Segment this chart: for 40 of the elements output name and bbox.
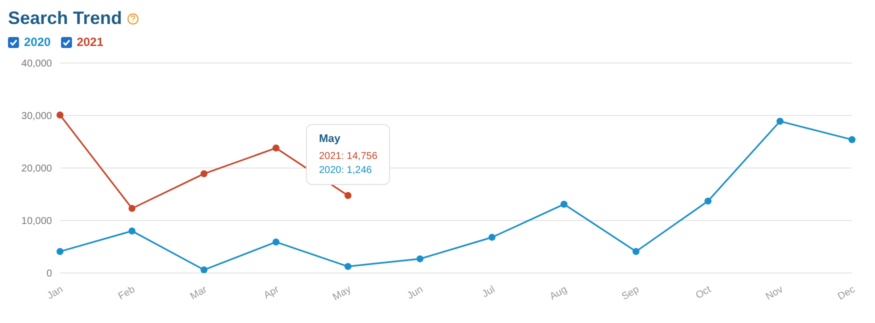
point bbox=[344, 192, 352, 200]
point bbox=[128, 228, 136, 234]
annotation: May bbox=[319, 133, 342, 145]
annotation: 2020: 1,246 bbox=[319, 165, 373, 176]
x-tick-label: Nov bbox=[764, 284, 786, 303]
annotation: 2021: 14,756 bbox=[319, 151, 378, 162]
x-tick-label: Apr bbox=[262, 284, 282, 302]
point bbox=[200, 170, 208, 178]
point bbox=[848, 136, 856, 144]
x-tick-label: Dec bbox=[836, 284, 858, 303]
text: 2021 bbox=[76, 35, 104, 49]
point bbox=[416, 255, 424, 262]
x-tick-label: May bbox=[331, 284, 354, 304]
point bbox=[200, 266, 208, 273]
y-tick-label: 0 bbox=[46, 268, 52, 280]
x-tick-label: Jun bbox=[406, 284, 426, 302]
point bbox=[128, 204, 136, 212]
point bbox=[272, 144, 280, 152]
point bbox=[56, 248, 64, 255]
y-tick-label: 30,000 bbox=[21, 111, 52, 122]
point bbox=[344, 262, 352, 270]
y-tick-label: 10,000 bbox=[21, 216, 52, 228]
y-tick-label: 40,000 bbox=[21, 58, 52, 70]
x-tick-label: Sep bbox=[620, 284, 642, 303]
x-tick-label: Oct bbox=[694, 284, 714, 302]
point bbox=[776, 118, 784, 125]
text: 2020 bbox=[23, 35, 51, 49]
point bbox=[560, 200, 568, 208]
x-tick-label: Mar bbox=[188, 284, 210, 302]
x-tick-label: Feb bbox=[116, 284, 138, 302]
point bbox=[272, 238, 280, 246]
x-tick-label: Aug bbox=[548, 284, 570, 303]
point bbox=[704, 198, 712, 205]
chart-title: Search Trend bbox=[8, 8, 124, 29]
y-tick-label: 20,000 bbox=[21, 164, 52, 175]
point bbox=[488, 234, 496, 241]
x-tick-label: Jul bbox=[480, 284, 498, 300]
x-tick-label: Jan bbox=[46, 284, 66, 302]
point bbox=[56, 111, 64, 118]
point bbox=[632, 248, 640, 255]
